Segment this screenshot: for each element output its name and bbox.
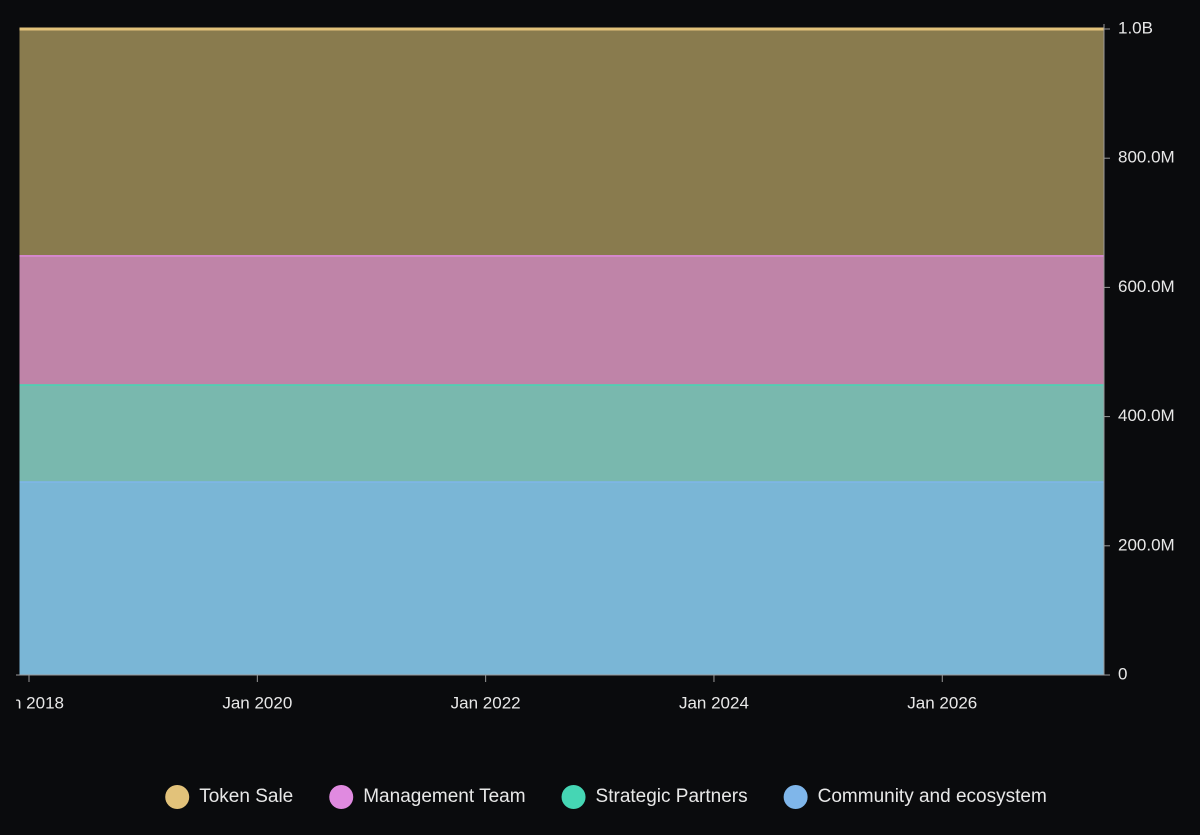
y-tick-label: 600.0M <box>1118 277 1175 296</box>
legend-marker <box>329 785 354 809</box>
x-tick-label: Jan 2024 <box>679 693 749 712</box>
x-tick-label: Jan 2018 <box>0 693 64 712</box>
legend-marker <box>783 785 808 809</box>
area <box>19 481 1104 675</box>
area <box>19 29 1104 256</box>
y-tick-label: 800.0M <box>1118 148 1175 167</box>
legend: Token Sale Management Team Strategic Partn… <box>165 785 1047 809</box>
y-tick-label: 0 <box>1118 664 1127 683</box>
y-tick-label: 200.0M <box>1118 535 1175 554</box>
y-tick-label: 400.0M <box>1118 406 1175 425</box>
x-tick-label: Jan 2026 <box>907 693 977 712</box>
legend-label: Token Sale <box>199 786 293 807</box>
legend-label: Management Team <box>363 786 525 807</box>
legend-label: Community and ecosystem <box>818 786 1047 807</box>
legend-label: Strategic Partners <box>596 786 748 807</box>
area <box>19 255 1104 385</box>
x-tick-label: Jan 2022 <box>451 693 521 712</box>
y-tick-label: 1.0B <box>1118 18 1153 37</box>
legend-marker <box>165 785 190 809</box>
x-tick-label: Jan 2020 <box>222 693 292 712</box>
legend-marker <box>561 785 586 809</box>
x-ticks: Jan 2018 Jan 2020 Jan 2022 Jan 2024 Jan 2026 <box>0 675 977 712</box>
area <box>19 384 1104 482</box>
